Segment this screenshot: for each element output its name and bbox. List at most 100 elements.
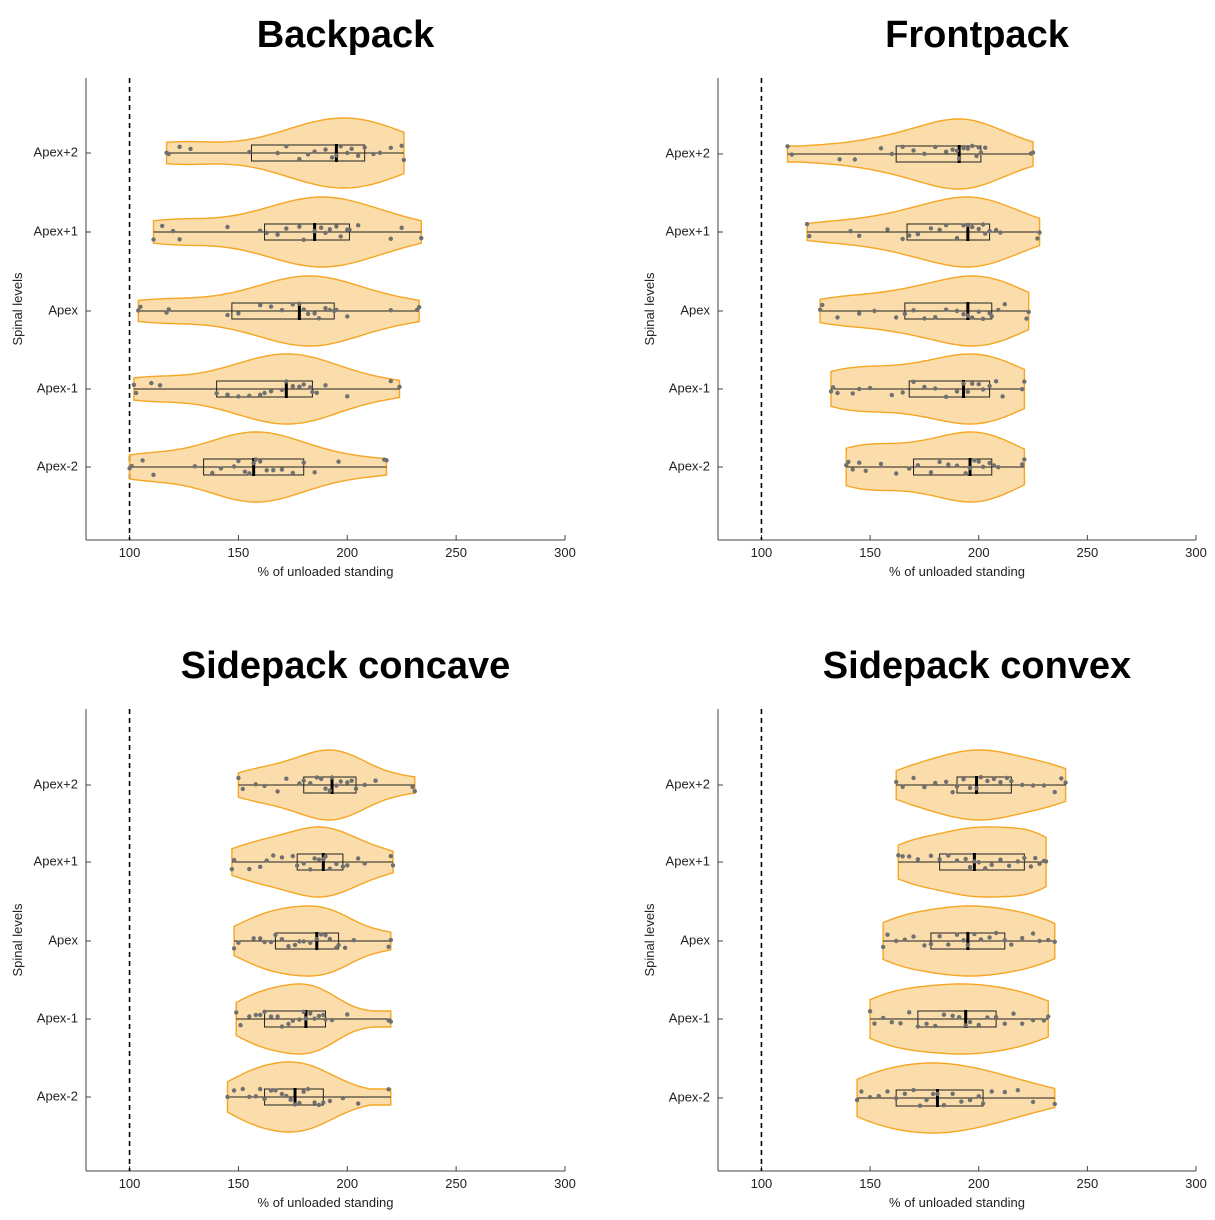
- data-point: [989, 314, 994, 319]
- data-point: [240, 786, 245, 792]
- data-point: [993, 379, 999, 384]
- data-point: [961, 777, 966, 782]
- data-point: [915, 857, 921, 862]
- data-point: [1052, 789, 1057, 795]
- x-tick-label: 100: [751, 1176, 773, 1191]
- data-point: [976, 145, 981, 150]
- data-point: [279, 467, 285, 472]
- data-point: [247, 1094, 252, 1100]
- data-point: [1035, 236, 1040, 241]
- data-point: [257, 1086, 263, 1092]
- data-point: [943, 223, 949, 228]
- data-point: [889, 392, 895, 398]
- data-point: [397, 384, 402, 389]
- data-point: [933, 386, 938, 391]
- data-point: [911, 379, 916, 384]
- data-point: [937, 857, 942, 862]
- data-point: [301, 861, 306, 866]
- data-point: [410, 784, 415, 790]
- data-point: [355, 1101, 361, 1106]
- data-point: [961, 938, 966, 943]
- data-point: [1000, 394, 1005, 399]
- data-point: [338, 234, 343, 239]
- data-point: [323, 383, 328, 388]
- data-point: [907, 854, 912, 859]
- data-point: [279, 1091, 285, 1097]
- data-point: [314, 390, 319, 395]
- iqr-box: [904, 302, 993, 320]
- data-point: [386, 944, 391, 949]
- x-tick-label: 150: [228, 545, 250, 560]
- data-point: [950, 1091, 955, 1097]
- data-point: [323, 854, 328, 859]
- data-point: [297, 156, 302, 162]
- data-point: [301, 307, 306, 312]
- data-point: [345, 1012, 350, 1017]
- data-point: [297, 384, 302, 389]
- violin-group-apexplus2: Apex+2: [666, 118, 1036, 190]
- violin-group-apexplus2: Apex+2: [34, 117, 407, 189]
- data-point: [852, 157, 858, 162]
- x-tick-label: 200: [968, 1176, 990, 1191]
- data-point: [231, 946, 237, 951]
- data-point: [334, 783, 339, 788]
- data-point: [362, 782, 367, 788]
- data-point: [253, 1012, 259, 1018]
- data-point: [308, 781, 313, 786]
- data-point: [290, 853, 296, 859]
- data-point: [349, 778, 354, 783]
- data-point: [388, 1019, 394, 1024]
- data-point: [345, 780, 350, 785]
- data-point: [323, 306, 328, 311]
- data-point: [857, 460, 862, 465]
- data-point: [386, 1087, 391, 1092]
- data-point: [316, 1013, 322, 1019]
- data-point: [166, 307, 171, 312]
- data-point: [954, 463, 960, 468]
- data-point: [959, 1099, 964, 1104]
- data-point: [857, 311, 862, 316]
- data-point: [943, 779, 949, 784]
- data-point: [257, 392, 263, 397]
- data-point: [961, 381, 966, 386]
- data-point: [911, 775, 916, 781]
- data-point: [854, 1097, 860, 1103]
- data-point: [323, 230, 328, 235]
- data-point: [976, 382, 981, 387]
- x-tick-label: 250: [445, 545, 467, 560]
- violin-group-apexminus2: Apex-2: [37, 1061, 392, 1133]
- data-point: [316, 316, 322, 321]
- data-point: [290, 302, 296, 307]
- data-point: [399, 143, 404, 148]
- data-point: [867, 385, 873, 391]
- data-point: [334, 861, 339, 867]
- data-point: [240, 1086, 245, 1092]
- y-tick-label: Apex-2: [669, 1089, 710, 1104]
- data-point: [371, 151, 376, 157]
- data-point: [978, 150, 984, 155]
- data-point: [946, 462, 951, 467]
- data-point: [345, 394, 350, 399]
- data-point: [336, 942, 341, 948]
- data-point: [1002, 1089, 1007, 1095]
- data-point: [804, 221, 810, 227]
- data-point: [345, 863, 350, 868]
- data-point: [362, 861, 367, 866]
- data-point: [1063, 780, 1068, 785]
- data-point: [1046, 937, 1051, 943]
- data-point: [342, 945, 348, 950]
- data-point: [416, 305, 422, 310]
- y-tick-label: Apex-1: [669, 1010, 710, 1025]
- x-tick-label: 200: [336, 545, 358, 560]
- data-point: [946, 853, 951, 858]
- data-point: [974, 786, 979, 791]
- data-point: [323, 786, 328, 791]
- data-point: [1037, 230, 1042, 235]
- violin-group-apexminus1: Apex-1: [669, 983, 1051, 1055]
- data-point: [846, 459, 851, 465]
- data-point: [129, 463, 134, 469]
- data-point: [262, 1009, 267, 1014]
- data-point: [872, 308, 877, 314]
- data-point: [885, 227, 890, 232]
